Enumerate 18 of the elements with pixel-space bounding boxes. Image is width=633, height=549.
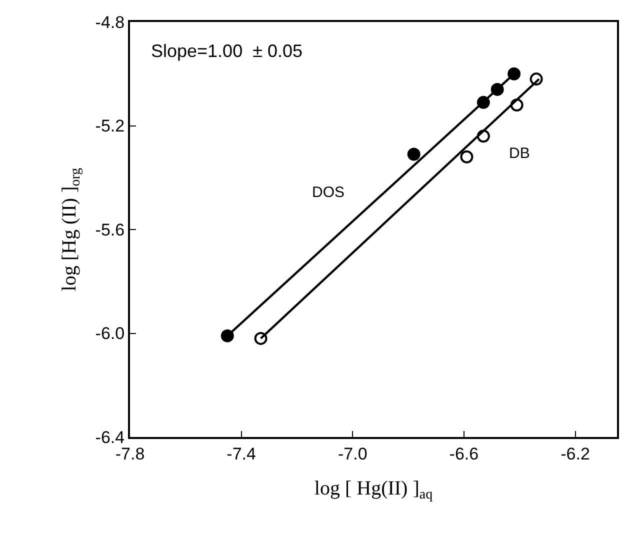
point xyxy=(407,148,420,161)
annotation: Slope=1.00 ± 0.05 xyxy=(151,41,302,61)
series-label: DB xyxy=(509,145,530,162)
y-tick-label: -4.8 xyxy=(95,12,125,32)
y-tick-label: -6.0 xyxy=(95,324,125,344)
y-tick-label: -5.2 xyxy=(95,116,125,136)
y-tick-label: -5.6 xyxy=(95,220,125,240)
x-tick-label: -7.0 xyxy=(338,444,368,464)
x-tick-label: -7.4 xyxy=(226,444,256,464)
x-tick-label: -7.8 xyxy=(115,444,145,464)
x-axis-title: log [ Hg(II) ]$_{aq}$ xyxy=(314,477,433,503)
point xyxy=(460,150,474,164)
point xyxy=(220,329,234,342)
series-label: DOS xyxy=(312,184,345,201)
x-tick-label: -6.2 xyxy=(560,444,590,464)
x-tick-label: -6.6 xyxy=(449,444,479,464)
y-tick-label: -6.4 xyxy=(95,428,125,447)
point xyxy=(508,67,521,80)
